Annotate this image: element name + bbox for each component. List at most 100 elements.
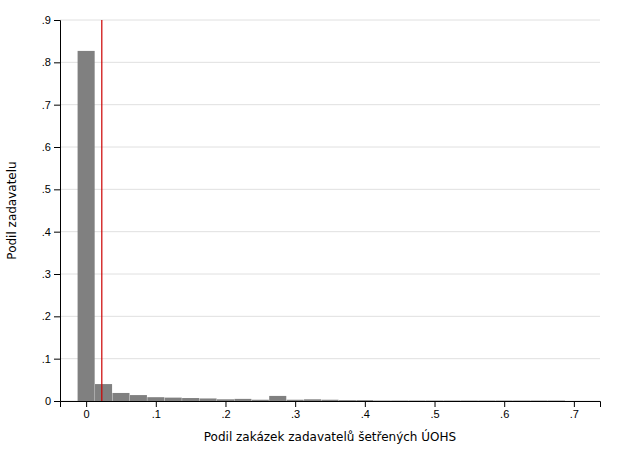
y-axis: 0 .1 .2 .3 .4 .5 .6 .7 .8 .9 (42, 14, 61, 407)
tick: .3 (291, 401, 300, 420)
tick-mark (435, 401, 436, 407)
grid-line (60, 20, 600, 21)
tick-label: .5 (42, 183, 51, 195)
tick: .3 (42, 268, 60, 280)
axis-line (61, 402, 601, 408)
grid-line (60, 316, 600, 317)
tick-label: .9 (42, 14, 51, 26)
bar (496, 400, 513, 401)
x-axis: 0 .1 .2 .3 .4 .5 .6 .7 (61, 401, 601, 420)
y-axis-title: Podil zadavatelu (5, 161, 19, 259)
tick: .7 (42, 99, 60, 111)
tick-label: .1 (42, 353, 51, 365)
tick-label: .6 (500, 408, 509, 420)
grid-line (60, 189, 600, 190)
bar (374, 400, 391, 401)
grid-line (60, 231, 600, 232)
bar (147, 397, 164, 401)
tick-label: .4 (361, 408, 370, 420)
tick-label: .4 (42, 226, 51, 238)
plot-area: 0 .1 .2 .3 .4 .5 .6 .7 0 .1 .2 .3 .4 .5 .6 .7 .8 .9 (42, 14, 601, 420)
tick-mark (54, 20, 60, 21)
tick-mark (295, 401, 296, 407)
bar (356, 400, 373, 401)
tick: .5 (430, 401, 439, 420)
tick-label: .3 (291, 408, 300, 420)
tick: 0 (84, 401, 90, 420)
bar (339, 400, 356, 401)
tick-label: .1 (152, 408, 161, 420)
grid-line (60, 274, 600, 275)
bar (78, 51, 95, 401)
tick-mark (54, 316, 60, 317)
tick-label: 0 (45, 395, 51, 407)
bar (443, 400, 460, 401)
reference-line (101, 20, 102, 401)
bar (304, 399, 321, 401)
bar (182, 398, 199, 401)
tick: .5 (42, 183, 60, 195)
tick-label: .3 (42, 268, 51, 280)
tick-mark (54, 232, 60, 233)
bar (234, 399, 251, 401)
bar (217, 399, 234, 401)
grid-line (60, 62, 600, 63)
tick: .2 (221, 401, 230, 420)
tick-label: .7 (570, 408, 579, 420)
grid-line (60, 147, 600, 148)
bar (426, 400, 443, 401)
tick-mark (54, 401, 60, 402)
tick-mark (54, 274, 60, 275)
tick-mark (54, 189, 60, 190)
tick-label: 0 (84, 408, 90, 420)
tick: 0 (45, 395, 60, 407)
tick-mark (225, 401, 226, 407)
tick-mark (54, 359, 60, 360)
tick: .1 (42, 353, 60, 365)
bar (461, 400, 478, 401)
bar (530, 400, 547, 401)
bar (565, 401, 582, 402)
tick-mark (86, 401, 87, 407)
bar (200, 398, 217, 401)
bar (478, 400, 495, 401)
tick: .7 (570, 401, 579, 420)
tick: .6 (42, 141, 60, 153)
tick: .2 (42, 310, 60, 322)
bar (321, 400, 338, 401)
tick: .4 (42, 226, 60, 238)
tick-mark (574, 401, 575, 407)
tick-label: .2 (42, 310, 51, 322)
grid-line (60, 358, 600, 359)
bar (287, 400, 304, 401)
bar (95, 384, 112, 401)
tick-label: .8 (42, 56, 51, 68)
tick-mark (504, 401, 505, 407)
grid (60, 20, 600, 401)
grid-line (60, 104, 600, 105)
axis-line (54, 21, 61, 402)
tick-label: .7 (42, 99, 51, 111)
tick-mark (54, 105, 60, 106)
marks (78, 20, 565, 401)
tick-mark (54, 147, 60, 148)
bar (391, 400, 408, 401)
x-axis-title: Podil zakázek zadavatelů šetřených ÚOHS (204, 429, 456, 444)
chart: 0 .1 .2 .3 .4 .5 .6 .7 0 .1 .2 .3 .4 .5 .6 .7 .8 .9 Podil … (0, 0, 622, 451)
bar (513, 400, 530, 401)
bar (165, 398, 182, 401)
tick-mark (54, 62, 60, 63)
bar (409, 400, 426, 401)
bar (548, 400, 565, 401)
bar (252, 400, 269, 401)
tick-label: .5 (430, 408, 439, 420)
tick: .8 (42, 56, 60, 68)
tick-mark (156, 401, 157, 407)
tick: .9 (42, 14, 60, 26)
tick: .4 (361, 401, 370, 420)
tick-label: .6 (42, 141, 51, 153)
bar (269, 396, 286, 401)
bar (130, 395, 147, 401)
tick: .6 (500, 401, 509, 420)
tick-label: .2 (221, 408, 230, 420)
